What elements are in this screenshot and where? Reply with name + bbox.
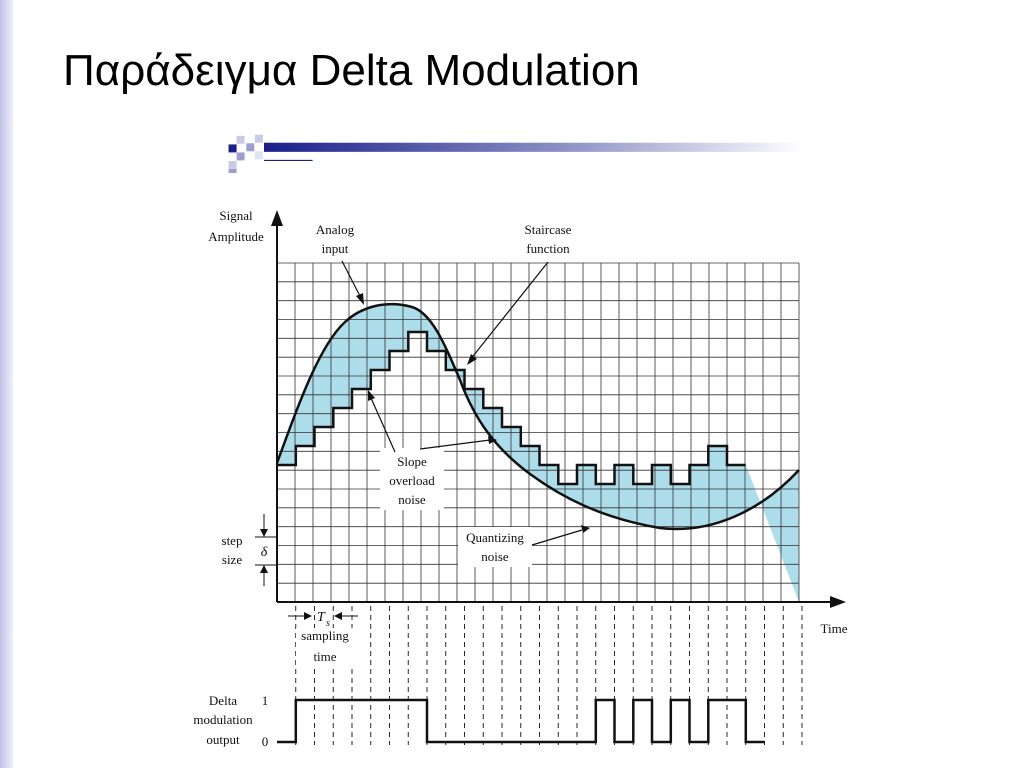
staircase-label-line-2: function xyxy=(526,241,570,256)
ts-subscript: s xyxy=(326,618,330,629)
quant-arrowhead xyxy=(581,525,590,533)
header-square-6 xyxy=(228,161,237,169)
y-axis-label-line-1: Signal xyxy=(219,208,253,223)
output-waveform-layer xyxy=(277,698,765,744)
header-square-8 xyxy=(228,169,237,173)
y-axis-label-line-2: Amplitude xyxy=(208,229,264,244)
ts-right-arrowhead xyxy=(334,612,342,620)
staircase-label-line-1: Staircase xyxy=(525,222,572,237)
x-axis-label: Time xyxy=(821,621,848,636)
step-size-label-line-2: size xyxy=(222,552,242,567)
quant-label-line-1: Quantizing xyxy=(466,530,524,545)
x-axis-arrow xyxy=(830,596,846,608)
delta-modulation-output-waveform xyxy=(277,698,765,744)
delta-symbol: δ xyxy=(261,545,268,560)
header-square-2 xyxy=(236,135,245,144)
noise-fill-layer xyxy=(277,304,799,602)
ts-label: T xyxy=(317,610,326,625)
sampling-label-box xyxy=(296,628,354,666)
step-size-arrowhead-down xyxy=(260,529,268,537)
staircase-arrow xyxy=(469,261,549,361)
slope-arrow-2 xyxy=(419,439,491,450)
analog-input-arrow xyxy=(341,260,363,301)
quant-label-box xyxy=(458,527,532,567)
sampling-label-line-2: time xyxy=(313,649,336,664)
y-axis-arrow xyxy=(271,210,283,226)
left-stripe xyxy=(0,0,13,768)
slope-arrow-1 xyxy=(370,397,396,453)
analog-curve-layer xyxy=(275,302,800,531)
slope-arrowhead-2 xyxy=(488,436,497,444)
header-square-4 xyxy=(254,134,263,143)
header-square-7 xyxy=(254,151,263,160)
analog-input-arrowhead xyxy=(356,293,364,305)
header-gradient-bar xyxy=(264,142,805,152)
slope-label-line-1: Slope xyxy=(397,454,427,469)
quant-arrow xyxy=(531,529,583,546)
output-label-line-3: output xyxy=(206,732,240,747)
sampling-label-line-1: sampling xyxy=(301,628,349,643)
staircase-arrowhead xyxy=(467,354,477,365)
slope-label-box xyxy=(380,448,444,510)
slope-label-line-3: noise xyxy=(398,492,426,507)
header-square-1 xyxy=(228,144,237,153)
analog-input-label-line-1: Analog xyxy=(316,222,355,237)
output-label-line-2: modulation xyxy=(193,712,253,727)
analog-input-label-line-2: input xyxy=(322,241,349,256)
step-size-label-line-1: step xyxy=(222,533,243,548)
quant-label-line-2: noise xyxy=(481,549,509,564)
step-size-arrowhead-up xyxy=(260,565,268,573)
sampling-dashed-lines xyxy=(295,606,803,745)
output-label-line-1: Delta xyxy=(209,693,237,708)
slide-title: Παράδειγμα Delta Modulation xyxy=(63,46,640,95)
level-zero-label: 0 xyxy=(262,734,269,749)
slope-arrowhead-1 xyxy=(368,390,375,401)
header-decoration xyxy=(228,134,805,173)
ts-left-arrowhead xyxy=(304,612,312,620)
header-underline xyxy=(264,159,313,161)
analog-input-curve xyxy=(275,302,800,531)
staircase-function xyxy=(277,330,746,486)
slope-label-line-2: overload xyxy=(389,473,435,488)
header-square-3 xyxy=(246,143,255,152)
header-square-5 xyxy=(236,152,245,161)
level-one-label: 1 xyxy=(262,693,269,708)
staircase-layer xyxy=(277,330,746,486)
